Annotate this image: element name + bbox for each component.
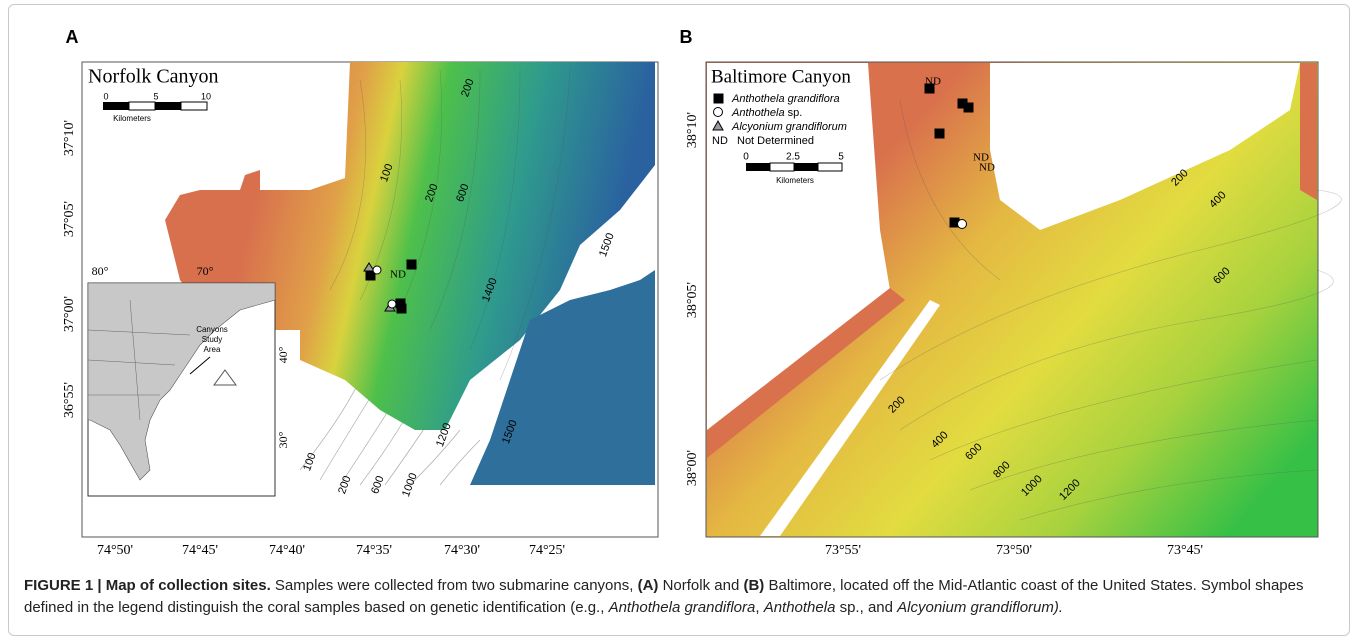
- legend-label: Anthothela: [731, 107, 785, 119]
- lon-label: 74°40': [269, 543, 305, 558]
- site-label: ND: [979, 162, 995, 174]
- contour-label: 100: [378, 162, 396, 183]
- bathymetry: [165, 62, 655, 430]
- contour-label: 200: [459, 77, 477, 98]
- study-area: [213, 369, 237, 386]
- lon-label: 73°50': [996, 543, 1032, 558]
- lat-label: 37°10': [62, 120, 77, 156]
- no-data: [707, 63, 890, 440]
- bathymetry: [707, 288, 905, 458]
- legend-label: ND: [712, 135, 728, 147]
- lon-label: 74°35': [356, 543, 392, 558]
- caption-text: ,: [755, 599, 760, 616]
- inset-lat: 30°: [276, 431, 290, 448]
- state-lines: [87, 299, 191, 421]
- scale-unit: Kilometers: [113, 114, 151, 123]
- legend-label: Alcyonium grandiflorum: [731, 121, 847, 133]
- lat-label: 38°00': [685, 450, 700, 486]
- scale-bar: [794, 163, 818, 171]
- contour-label: 600: [454, 182, 472, 203]
- lon-label: 74°45': [182, 543, 218, 558]
- site-label: ND: [925, 76, 941, 88]
- map-title: Norfolk Canyon: [88, 66, 219, 88]
- scale-label: 2.5: [786, 152, 800, 163]
- bathymetry: [470, 270, 655, 485]
- lon-label: 74°25': [529, 543, 565, 558]
- scale-label: 10: [201, 91, 211, 101]
- site-label: ND: [973, 152, 989, 164]
- inset-lon: 80°: [92, 264, 109, 278]
- no-data: [990, 63, 1300, 230]
- contour-label: 200: [423, 182, 441, 203]
- scale-label: 5: [838, 152, 844, 163]
- caption-species: Alcyonium grandiflorum).: [897, 599, 1064, 616]
- caption-species: Anthothela grandiflora: [608, 599, 756, 616]
- contour-lines: [879, 99, 1342, 521]
- figure-border: [8, 4, 1350, 636]
- lon-label: 74°50': [97, 543, 133, 558]
- scale-bar: [769, 162, 795, 172]
- caption-ref: (B): [743, 577, 765, 594]
- contour-label: 600: [369, 474, 387, 495]
- map-title: Baltimore Canyon: [711, 66, 851, 87]
- scale-label: 0: [103, 91, 108, 101]
- site-label: ND: [390, 269, 406, 281]
- legend-label: sp.: [788, 107, 803, 119]
- lon-label: 73°45': [1167, 543, 1203, 558]
- lon-label: 74°30': [444, 543, 480, 558]
- caption-text: Samples were collected from two submarin…: [274, 577, 634, 594]
- scale-bar: [746, 163, 770, 171]
- caption-text: Baltimore, located off the Mid-Atlantic …: [24, 577, 1304, 616]
- caption-ref: (A): [637, 577, 659, 594]
- scale-label: 0: [743, 152, 749, 163]
- scale-unit: Kilometers: [776, 176, 814, 185]
- bathymetry: [1300, 63, 1317, 200]
- caption-heading: FIGURE 1 | Map of collection sites.: [24, 577, 271, 594]
- no-data: [760, 300, 940, 536]
- legend-label: Not Determined: [737, 135, 814, 147]
- inset-label: Study: [202, 335, 222, 344]
- arrow: [189, 356, 211, 375]
- scale-bar: [103, 102, 129, 110]
- inset-lat: 40°: [276, 346, 290, 363]
- caption: FIGURE 1 | Map of collection sites. Samp…: [24, 575, 1334, 619]
- site-markers: [363, 259, 417, 314]
- panel-letter: B: [680, 27, 693, 47]
- scale-bar: [128, 101, 156, 111]
- inset-label: Canyons: [196, 325, 228, 334]
- lat-label: 37°05': [62, 201, 77, 237]
- legend-markers: [712, 93, 724, 131]
- caption-text: sp., and: [839, 599, 893, 616]
- lat-label: 37°00': [62, 296, 77, 332]
- lat-label: 36°55': [62, 382, 77, 418]
- caption-species: Anthothela: [763, 599, 836, 616]
- scale-label: 5: [153, 91, 158, 101]
- lat-label: 38°10': [685, 112, 700, 148]
- inset-lon: 70°: [197, 264, 214, 278]
- scale-bar: [180, 101, 208, 111]
- legend-label: Anthothela grandiflora: [731, 93, 840, 105]
- lat-label: 38°05': [685, 282, 700, 318]
- contour-label: 100: [301, 451, 319, 472]
- caption-text: Norfolk and: [662, 577, 740, 594]
- panel-letter: A: [66, 27, 79, 47]
- scale-bar: [817, 162, 843, 172]
- inset-label: Area: [204, 345, 221, 354]
- site-markers: [924, 83, 974, 229]
- lon-label: 73°55': [825, 543, 861, 558]
- scale-bar: [155, 102, 181, 110]
- contour-label: 200: [336, 474, 354, 495]
